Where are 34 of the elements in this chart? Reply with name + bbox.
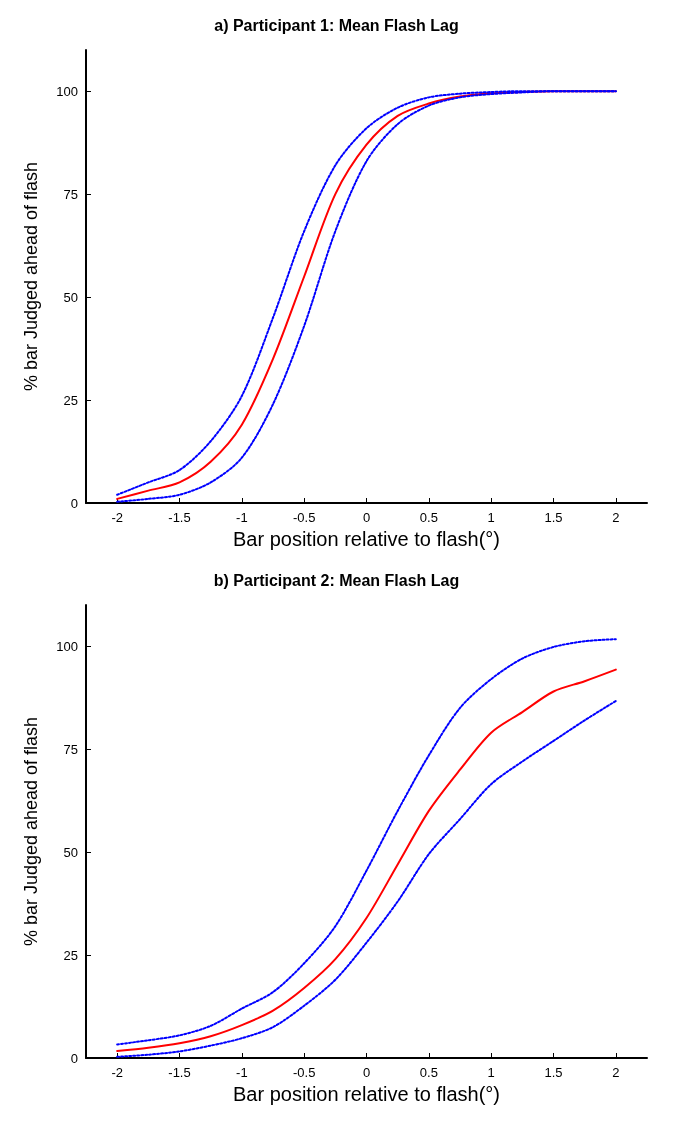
x-tick-label: 2 (612, 1065, 620, 1080)
x-tick-label: 1 (487, 1065, 495, 1080)
y-tick-label: 75 (63, 741, 78, 757)
x-tick-label: 2 (612, 510, 620, 525)
chart-title: b) Participant 2: Mean Flash Lag (213, 571, 460, 589)
x-tick-label: 1.5 (544, 1065, 563, 1080)
x-tick-label: -2 (111, 510, 123, 525)
x-tick-label: 1 (487, 510, 495, 525)
y-axis-title: % bar Judged ahead of flash (21, 161, 41, 392)
x-tick-label: 0.5 (419, 510, 438, 525)
x-tick-label: -1.5 (168, 1065, 191, 1080)
x-axis-title: Bar position relative to flash(°) (232, 528, 501, 550)
x-tick-label: -0.5 (292, 1065, 316, 1080)
x-tick-label: -1.5 (168, 510, 191, 525)
x-tick-label: -1 (236, 1065, 248, 1080)
y-tick-label: 50 (63, 289, 78, 305)
y-tick-label: 25 (63, 392, 78, 408)
y-axis-title: % bar Judged ahead of flash (21, 716, 41, 947)
y-tick-label: 0 (70, 1050, 78, 1066)
y-tick-label: 0 (70, 495, 78, 511)
x-tick-label: 0 (362, 510, 371, 525)
y-tick-label: 25 (63, 947, 78, 963)
x-tick-label: 1.5 (544, 510, 563, 525)
x-tick-label: -2 (111, 1065, 123, 1080)
y-tick-label: 100 (56, 83, 78, 99)
y-tick-label: 50 (63, 844, 78, 860)
x-axis-title: Bar position relative to flash(°) (232, 1083, 501, 1105)
chart-title: a) Participant 1: Mean Flash Lag (214, 16, 459, 34)
x-tick-label: -0.5 (292, 510, 316, 525)
x-tick-label: -1 (236, 510, 248, 525)
x-tick-label: 0 (362, 1065, 371, 1080)
y-tick-label: 100 (56, 638, 78, 654)
x-tick-label: 0.5 (419, 1065, 438, 1080)
y-tick-label: 75 (63, 186, 78, 202)
